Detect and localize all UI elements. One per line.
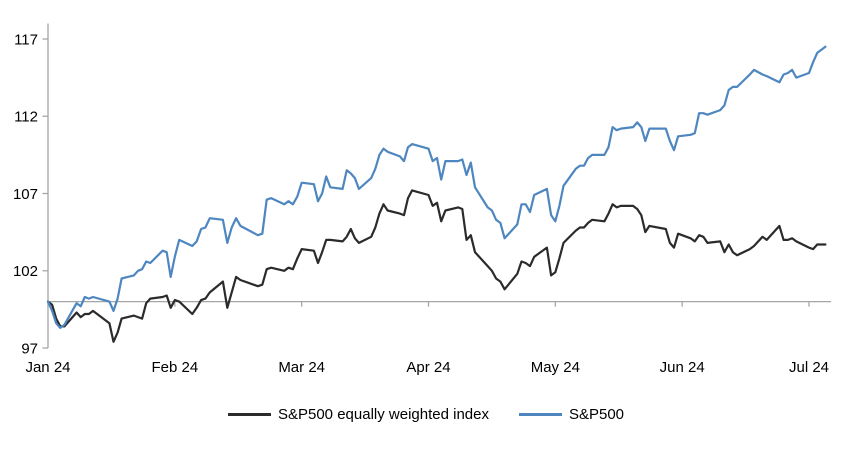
line-chart-plot: 97 102 107 112 117 Jan 24 Feb 24 Mar 24 Apr 24 Ma… (13, 23, 831, 376)
x-tick-label: Jan 24 (25, 359, 70, 376)
y-tick-label: 97 (21, 340, 38, 357)
x-tick-label: Mar 24 (278, 359, 325, 376)
x-tick-label: May 24 (531, 359, 580, 376)
legend-line-swatch-equal-weight-icon (227, 413, 271, 416)
legend-item-equal-weight: S&P500 equally weighted index (227, 406, 489, 423)
x-tick-label: Feb 24 (151, 359, 198, 376)
legend-label-equal-weight: S&P500 equally weighted index (277, 406, 489, 423)
legend-label-sp500: S&P500 (568, 406, 625, 423)
y-tick-label: 102 (13, 263, 38, 280)
x-tick-label: Jun 24 (660, 359, 705, 376)
y-tick-label: 107 (13, 186, 38, 203)
series-line-sp500 (46, 45, 827, 329)
chart-legend: S&P500 equally weighted index S&P500 (0, 406, 852, 423)
legend-line-swatch-sp500-icon (518, 413, 562, 416)
x-tick-label: Jul 24 (789, 359, 829, 376)
x-tick-label: Apr 24 (406, 359, 450, 376)
y-tick-label: 112 (14, 109, 38, 126)
legend-item-sp500: S&P500 (518, 406, 625, 423)
series-line-equal-weight (46, 189, 827, 343)
y-tick-label: 117 (14, 31, 38, 48)
